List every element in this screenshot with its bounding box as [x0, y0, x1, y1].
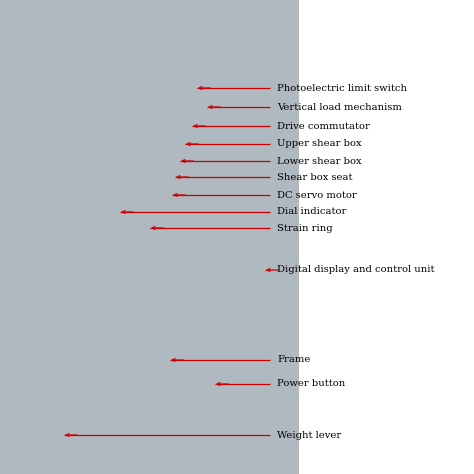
Text: Strain ring: Strain ring — [277, 224, 333, 233]
Text: Frame: Frame — [277, 356, 310, 365]
Text: Drive commutator: Drive commutator — [277, 121, 370, 130]
Text: Dial indicator: Dial indicator — [277, 208, 346, 217]
Text: Upper shear box: Upper shear box — [277, 139, 362, 148]
Text: Digital display and control unit: Digital display and control unit — [277, 265, 435, 274]
Text: Shear box seat: Shear box seat — [277, 173, 353, 182]
Text: Power button: Power button — [277, 380, 345, 389]
Text: DC servo motor: DC servo motor — [277, 191, 357, 200]
Text: Lower shear box: Lower shear box — [277, 156, 362, 165]
Text: Weight lever: Weight lever — [277, 430, 341, 439]
Text: Photoelectric limit switch: Photoelectric limit switch — [277, 83, 407, 92]
Text: Vertical load mechanism: Vertical load mechanism — [277, 102, 402, 111]
Bar — [0, 0, 299, 474]
